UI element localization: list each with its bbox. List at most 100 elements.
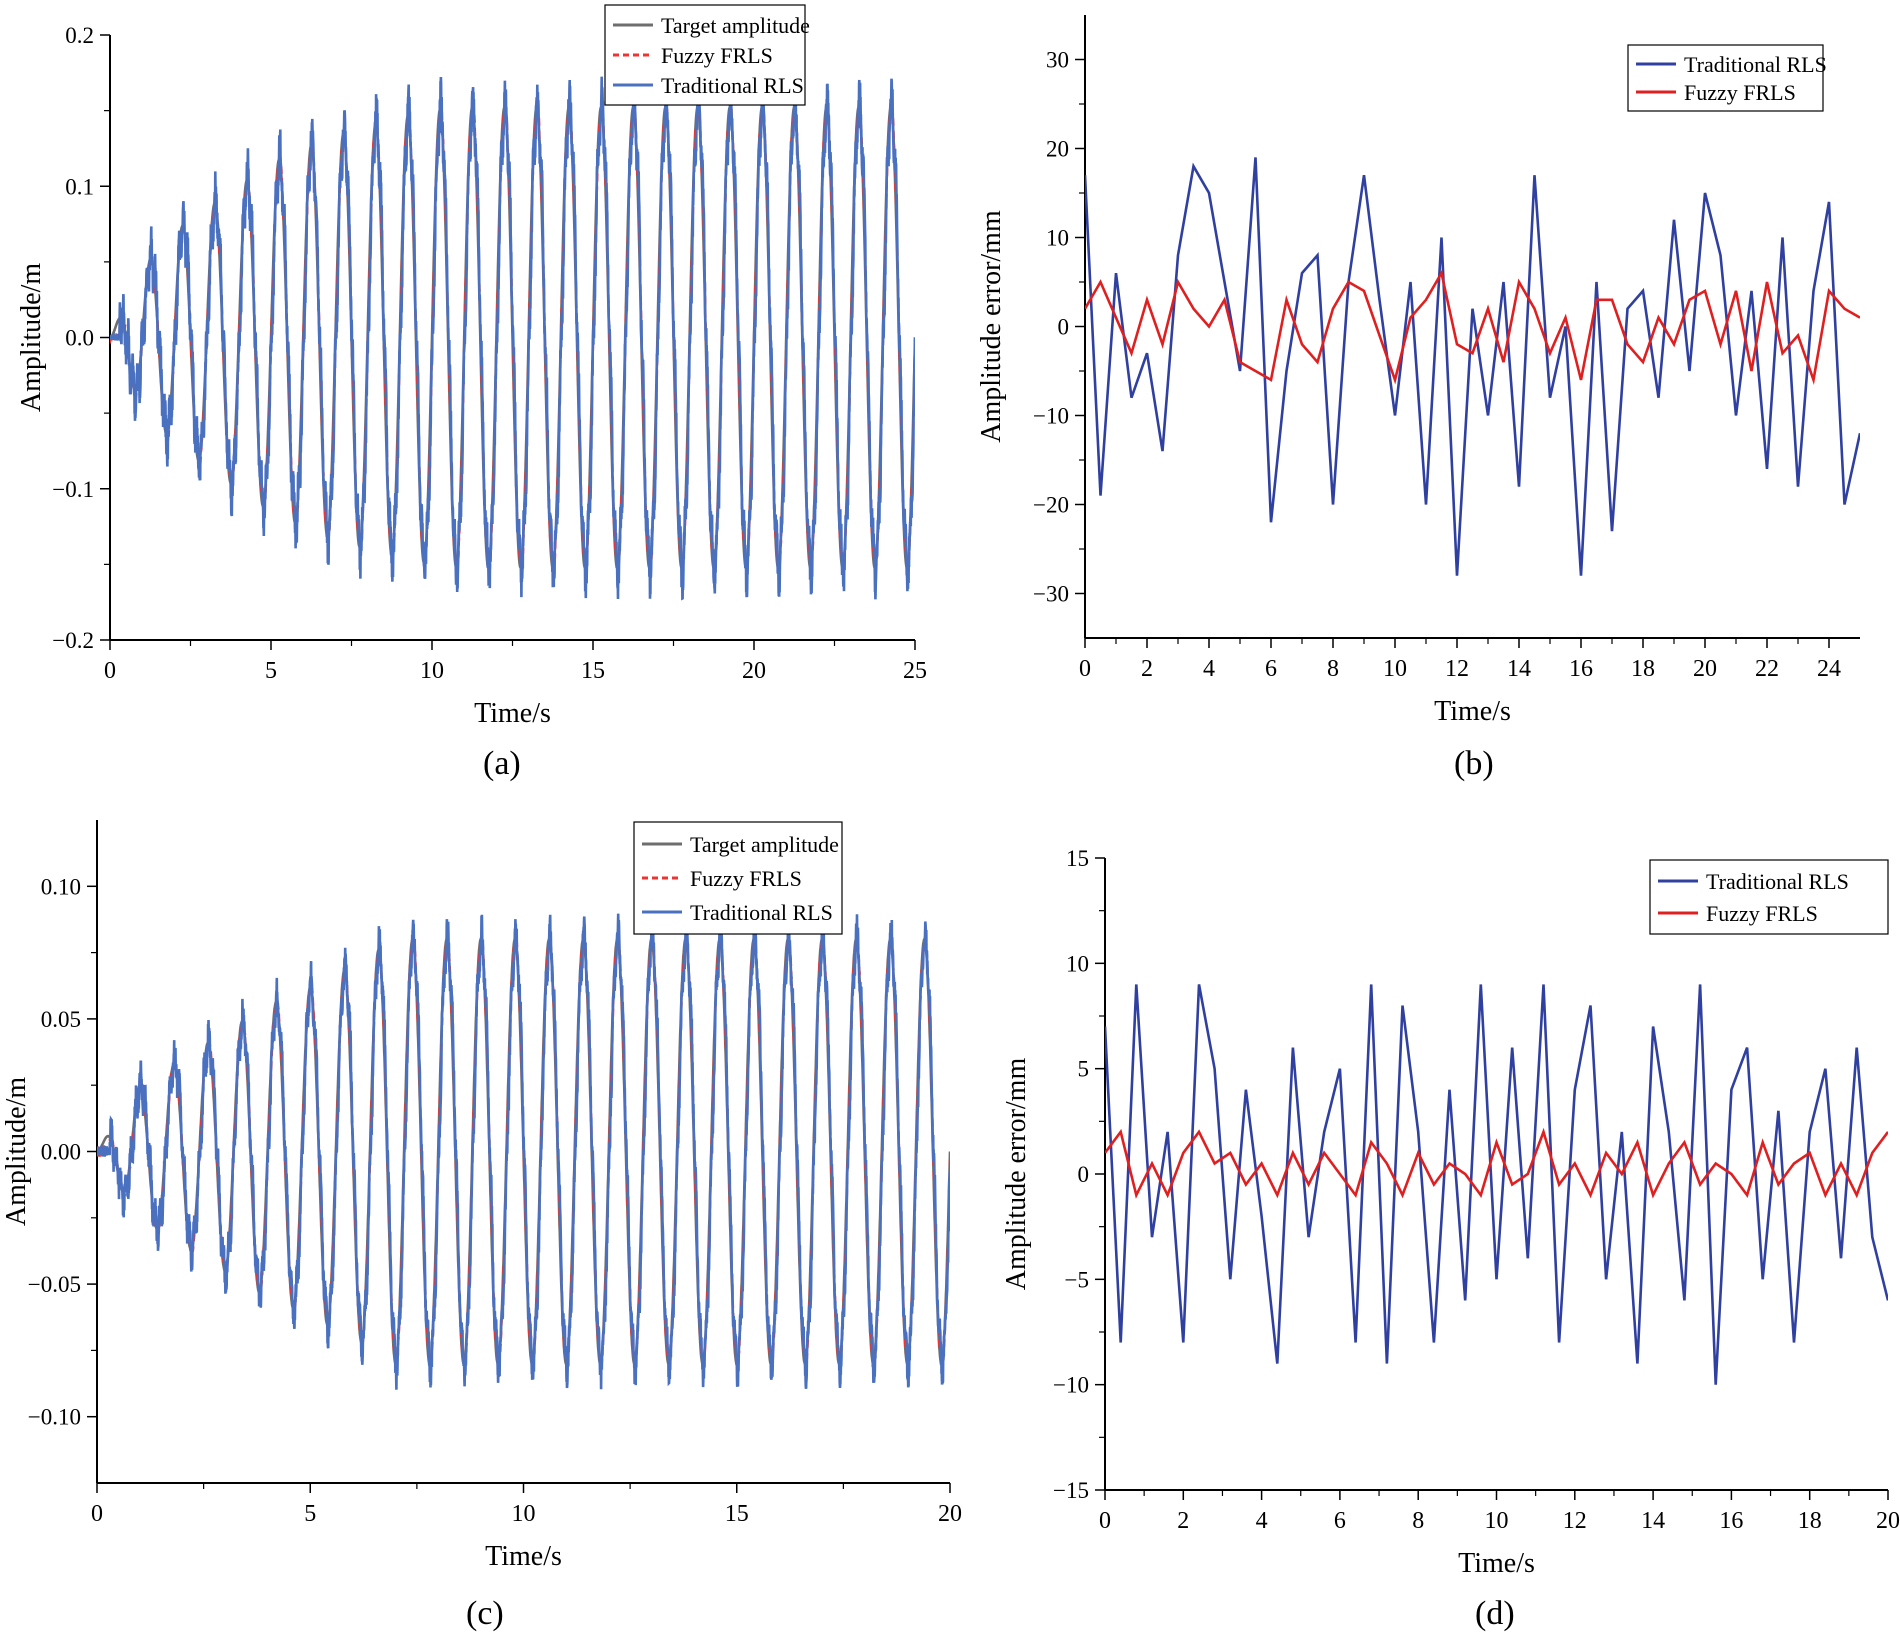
x-tick-label: 18 <box>1798 1508 1822 1534</box>
legend-label: Fuzzy FRLS <box>661 43 773 68</box>
legend-frame <box>1627 44 1824 112</box>
x-tick-label: 0 <box>1079 656 1091 682</box>
x-tick-label: 15 <box>581 658 605 684</box>
x-tick-label: 4 <box>1256 1508 1268 1534</box>
x-tick-label: 25 <box>903 658 927 684</box>
x-tick-label: 10 <box>512 1501 536 1527</box>
y-tick-label: 0 <box>1058 315 1070 340</box>
legend-label: Fuzzy FRLS <box>1684 80 1796 105</box>
x-tick-label: 12 <box>1563 1508 1587 1534</box>
y-tick-label: 10 <box>1066 951 1089 976</box>
x-axis-label: Time/s <box>485 1541 562 1572</box>
legend-label: Traditional RLS <box>1684 52 1827 77</box>
x-tick-label: 5 <box>265 658 277 684</box>
x-axis-label: Time/s <box>1458 1548 1535 1579</box>
y-tick-label: −20 <box>1033 493 1069 518</box>
caption-d: (d) <box>1475 1595 1515 1632</box>
y-tick-label: 0.0 <box>65 326 94 351</box>
x-tick-label: 8 <box>1412 1508 1424 1534</box>
y-tick-label: −10 <box>1053 1373 1089 1398</box>
y-axis-label: Amplitude error/mm <box>976 210 1007 443</box>
x-tick-label: 22 <box>1755 656 1779 682</box>
series-group <box>110 74 915 601</box>
legend-label: Target amplitude <box>690 832 839 857</box>
series-line-traditional-rls <box>97 913 950 1390</box>
x-tick-label: 4 <box>1203 656 1215 682</box>
caption-b: (b) <box>1454 745 1494 782</box>
x-tick-label: 8 <box>1327 656 1339 682</box>
y-tick-label: 0.05 <box>41 1007 81 1032</box>
chart-panel-b: 0 2 4 6 8 10 12 14 16 18 20 22 24−30−20−100102030Tim… <box>976 15 1860 727</box>
y-tick-label: 0.10 <box>41 874 81 899</box>
y-tick-label: 0.00 <box>41 1140 81 1165</box>
series-group <box>1085 157 1860 576</box>
y-tick-label: 30 <box>1046 48 1069 73</box>
y-axis-label: Amplitude error/mm <box>1001 1058 1032 1291</box>
x-tick-label: 15 <box>725 1501 749 1527</box>
series-line-fuzzy-frls <box>1105 1127 1888 1199</box>
x-tick-label: 6 <box>1265 656 1277 682</box>
chart-panel-a: 0 5 10 15 20 25 −0.2 −0.1 0.0 0.1 0.2 Time/s Amplitu… <box>16 4 927 729</box>
y-tick-label: 0 <box>1078 1162 1090 1187</box>
y-tick-label: 20 <box>1046 137 1069 162</box>
legend-label: Fuzzy FRLS <box>1706 901 1818 926</box>
x-tick-label: 10 <box>1383 656 1407 682</box>
legend: Traditional RLS Fuzzy FRLS <box>1649 859 1889 935</box>
series-line-traditional-rls <box>1105 984 1888 1385</box>
y-tick-label: 5 <box>1078 1057 1090 1082</box>
x-tick-label: 10 <box>420 658 444 684</box>
x-tick-label: 0 <box>91 1501 103 1527</box>
caption-c: (c) <box>466 1595 504 1632</box>
chart-panel-d: 0 2 4 6 8 10 12 14 16 18 20 −15 −10 −5 0 5 10 15 Time/s Amp… <box>1001 846 1900 1579</box>
x-tick-label: 16 <box>1569 656 1593 682</box>
x-tick-label: 20 <box>742 658 766 684</box>
x-tick-label: 24 <box>1817 656 1841 682</box>
x-tick-label: 18 <box>1631 656 1655 682</box>
x-tick-label: 14 <box>1507 656 1531 682</box>
y-tick-label: −10 <box>1033 404 1069 429</box>
y-tick-label: −0.10 <box>28 1405 81 1430</box>
x-axis-label: Time/s <box>474 698 551 729</box>
x-tick-label: 2 <box>1177 1508 1189 1534</box>
legend-label: Target amplitude <box>661 13 810 38</box>
legend-label: Traditional RLS <box>661 73 804 98</box>
x-tick-label: 20 <box>1693 656 1717 682</box>
y-tick-label: −0.05 <box>28 1272 81 1297</box>
x-tick-label: 10 <box>1485 1508 1509 1534</box>
x-tick-label: 6 <box>1334 1508 1346 1534</box>
x-tick-label: 20 <box>938 1501 962 1527</box>
series-line-traditional-rls <box>110 74 915 601</box>
legend-frame <box>1649 859 1889 935</box>
legend-label: Traditional RLS <box>690 900 833 925</box>
y-tick-label: −5 <box>1065 1267 1089 1292</box>
series-line-fuzzy-frls <box>1085 269 1860 386</box>
x-tick-label: 0 <box>104 658 116 684</box>
legend-label: Fuzzy FRLS <box>690 866 802 891</box>
y-tick-label: 10 <box>1046 226 1069 251</box>
legend: Traditional RLS Fuzzy FRLS <box>1627 44 1827 112</box>
x-tick-label: 20 <box>1876 1508 1900 1534</box>
legend-label: Traditional RLS <box>1706 869 1849 894</box>
x-tick-label: 0 <box>1099 1508 1111 1534</box>
y-tick-label: −0.1 <box>52 477 94 502</box>
series-line-traditional-rls <box>1085 157 1860 576</box>
caption-a: (a) <box>483 745 521 782</box>
y-axis-label: Amplitude/m <box>1 1077 32 1227</box>
series-group <box>97 913 950 1390</box>
x-tick-label: 12 <box>1445 656 1469 682</box>
chart-panel-c: 0 5 10 15 20 −0.10 −0.05 0.00 0.05 0.10 Time/s Ampl… <box>1 820 962 1572</box>
y-tick-label: −15 <box>1053 1478 1089 1503</box>
x-tick-label: 5 <box>304 1501 316 1527</box>
legend: Target amplitude Fuzzy FRLS Traditional RL… <box>604 4 810 106</box>
y-tick-label: 0.1 <box>65 174 94 199</box>
y-axis-label: Amplitude/m <box>16 263 47 413</box>
series-group <box>1105 984 1888 1385</box>
x-tick-label: 16 <box>1719 1508 1743 1534</box>
x-tick-label: 2 <box>1141 656 1153 682</box>
y-tick-label: 15 <box>1066 846 1089 871</box>
y-tick-label: −30 <box>1033 582 1069 607</box>
x-axis-label: Time/s <box>1434 696 1511 727</box>
x-tick-label: 14 <box>1641 1508 1665 1534</box>
legend: Target amplitude Fuzzy FRLS Traditional RL… <box>633 821 843 935</box>
